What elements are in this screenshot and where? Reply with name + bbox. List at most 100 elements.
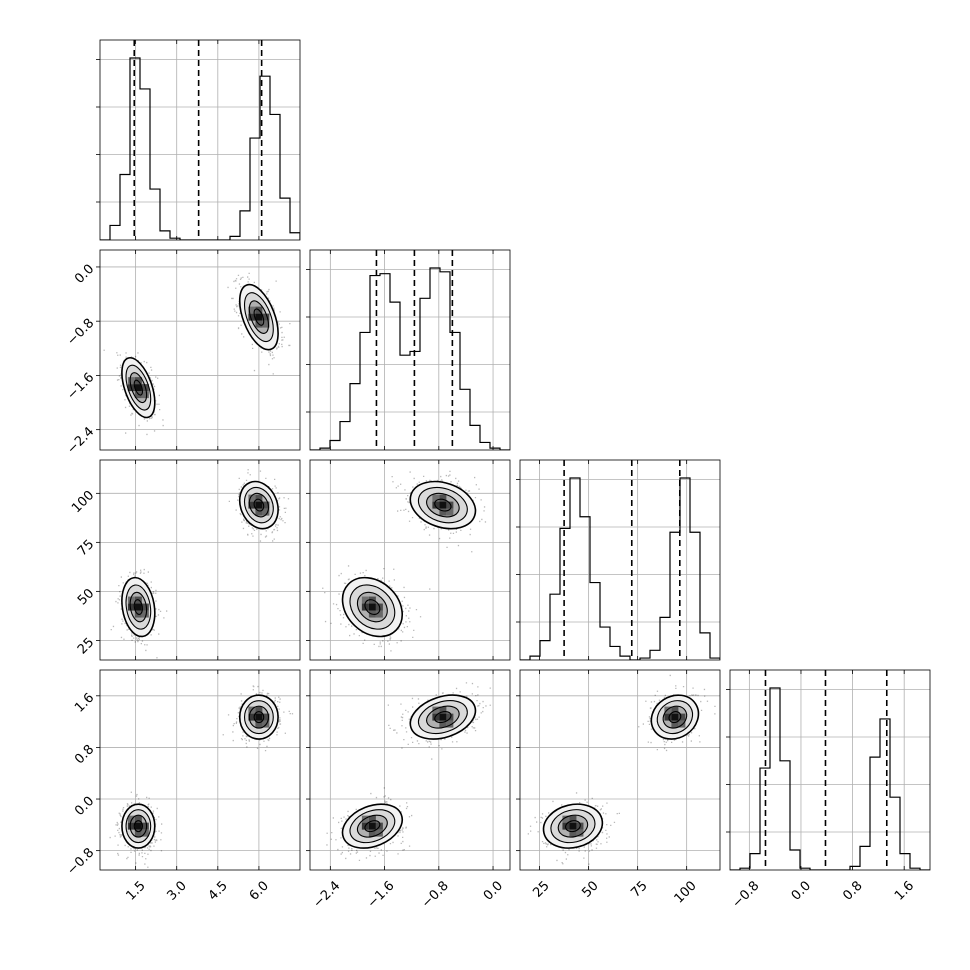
density-cell	[141, 829, 149, 837]
histogram-marks-p3	[520, 460, 720, 660]
density-marks	[527, 674, 716, 865]
density-cell	[562, 815, 570, 823]
density-contour	[364, 599, 381, 615]
density-contour	[565, 820, 581, 833]
density-cell	[127, 603, 135, 611]
histogram-marks-p4	[730, 670, 930, 870]
density-contour	[121, 356, 156, 419]
density-contour	[129, 591, 148, 623]
density-contour	[243, 292, 274, 343]
density-cell	[361, 596, 369, 604]
density-cell	[569, 822, 577, 830]
density-cell	[255, 313, 263, 321]
density-cell	[664, 706, 672, 714]
density-cell	[375, 829, 383, 837]
density-contour	[238, 480, 279, 530]
density-contour	[356, 814, 388, 838]
panel-frame	[309, 459, 511, 661]
density-cell	[432, 494, 440, 502]
density-contour	[341, 576, 404, 638]
density-cell	[368, 603, 376, 611]
density-contour	[133, 820, 144, 833]
density-cell	[248, 313, 256, 321]
density-contour	[253, 711, 265, 724]
density-cell	[439, 706, 447, 714]
density-cell	[446, 501, 454, 509]
scatter-panel-p4-vs-p1	[96, 669, 301, 871]
density-contour	[341, 803, 404, 849]
density-cell	[576, 829, 584, 837]
density-contour	[125, 364, 152, 411]
density-marks	[110, 469, 290, 659]
panel-frame	[99, 459, 301, 661]
density-marks	[326, 682, 491, 861]
density-contour	[542, 803, 604, 849]
density-cell	[368, 815, 376, 823]
density-contour	[409, 694, 477, 740]
density-contour	[550, 809, 596, 844]
density-cell	[134, 822, 142, 830]
density-cell	[255, 501, 263, 509]
density-cell	[141, 391, 149, 399]
density-contour	[349, 584, 396, 630]
density-marks	[109, 685, 294, 868]
density-cell	[134, 384, 142, 392]
density-cell	[439, 508, 447, 516]
density-contour	[243, 486, 274, 524]
density-cell	[678, 713, 686, 721]
density-contour	[434, 498, 452, 512]
density-cell	[127, 596, 135, 604]
density-marks	[322, 470, 487, 652]
density-contour	[121, 576, 156, 638]
scatter-panel-p3-vs-p1	[96, 459, 301, 661]
density-contour	[243, 700, 274, 735]
density-contour	[253, 498, 265, 512]
density-cell	[262, 508, 270, 516]
density-cell	[678, 720, 686, 728]
density-contour	[356, 591, 388, 623]
histogram-step	[310, 267, 510, 450]
density-cell	[439, 501, 447, 509]
density-contour	[238, 694, 279, 740]
density-contour	[426, 492, 460, 518]
density-cell	[255, 494, 263, 502]
density-cell	[439, 720, 447, 728]
panel-frame	[99, 669, 301, 871]
density-cell	[248, 494, 256, 502]
histogram-step	[100, 57, 300, 240]
density-cell	[569, 829, 577, 837]
density-cell	[368, 829, 376, 837]
density-cell	[134, 815, 142, 823]
density-cell	[248, 501, 256, 509]
density-contour	[349, 809, 396, 844]
scatter-panel-p2-vs-p1	[96, 249, 301, 451]
density-cell	[446, 508, 454, 516]
density-cell	[248, 306, 256, 314]
density-contour	[129, 372, 148, 404]
histogram-marks-p2	[310, 250, 510, 450]
density-cell	[671, 720, 679, 728]
density-contour	[248, 492, 270, 518]
density-cell	[141, 603, 149, 611]
density-cell	[127, 377, 135, 385]
density-cell	[262, 501, 270, 509]
density-cell	[432, 713, 440, 721]
density-cell	[446, 720, 454, 728]
density-contour	[133, 599, 144, 615]
density-cell	[262, 320, 270, 328]
density-cell	[255, 508, 263, 516]
scatter-panel-p3-vs-p2	[306, 459, 511, 661]
histogram-panel-p2	[306, 249, 511, 451]
density-cell	[255, 706, 263, 714]
density-contour	[125, 809, 152, 844]
density-cell	[439, 494, 447, 502]
density-contour	[129, 814, 148, 838]
density-contour	[238, 283, 279, 351]
density-cell	[127, 822, 135, 830]
density-cell	[127, 815, 135, 823]
histogram-step	[730, 687, 930, 870]
density-marks	[103, 272, 291, 436]
density-contour	[125, 584, 152, 630]
density-contour	[426, 705, 460, 729]
